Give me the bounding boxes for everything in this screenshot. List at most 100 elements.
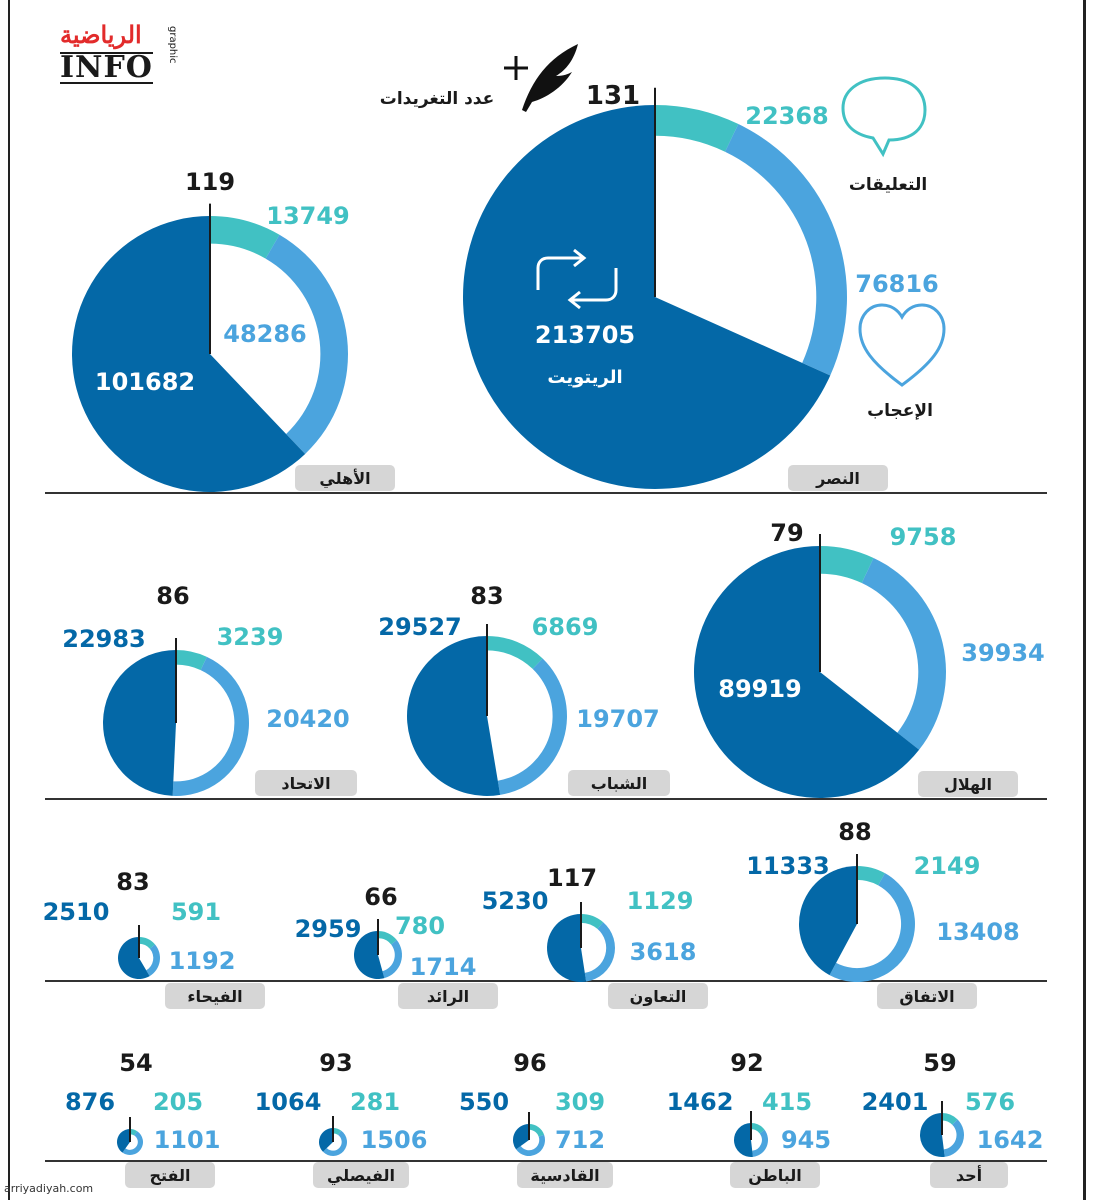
- club-5-club-name: الاتحاد: [281, 774, 330, 793]
- club-12-label-tab: [517, 1162, 613, 1188]
- club-9-tweets-value: 83: [116, 868, 149, 896]
- club-6-comments-value: 2149: [914, 852, 981, 880]
- club-5-comments-value: 3239: [217, 623, 284, 651]
- club-3-retweets-slice: [694, 546, 920, 798]
- club-6-retweets-value: 11333: [746, 852, 830, 880]
- club-14-tweets-value: 54: [119, 1049, 152, 1077]
- club-14-retweets-slice: [117, 1129, 130, 1153]
- right-border-line: [1083, 0, 1086, 1200]
- club-1-label-tab: [788, 465, 888, 491]
- brand-logo: الرياضية INFO graphic: [52, 18, 194, 88]
- club-1-retweets-slice: [463, 105, 831, 490]
- brand-info: INFO: [60, 50, 153, 85]
- club-12-retweets-slice: [513, 1124, 529, 1150]
- club-9-retweets-value: 2510: [43, 898, 110, 926]
- legend-likes-label: الإعجاب: [867, 401, 933, 421]
- club-4-retweets-value: 29527: [378, 613, 462, 641]
- club-11-likes-value: 945: [781, 1126, 831, 1154]
- club-1-comments-value: 22368: [745, 102, 829, 130]
- club-7-retweets-slice: [547, 914, 587, 982]
- club-8-tweets-value: 66: [364, 883, 397, 911]
- club-4-club-name: الشباب: [591, 774, 647, 793]
- club-7-comments-value: 1129: [627, 887, 694, 915]
- club-2-comments-value: 13749: [266, 202, 350, 230]
- club-14-label-tab: [125, 1162, 215, 1188]
- speech-bubble-icon: [841, 76, 927, 158]
- row-separator-4: [45, 1160, 1047, 1162]
- club-1-likes-value: 76816: [855, 270, 939, 298]
- club-3-likes-value: 39934: [961, 639, 1045, 667]
- club-3-label-tab: [918, 771, 1018, 797]
- club-14-likes-value: 1101: [154, 1126, 221, 1154]
- club-12-retweets-value: 550: [459, 1088, 509, 1116]
- club-7-comments-slice: [581, 914, 604, 929]
- club-13-retweets-value: 1064: [255, 1088, 322, 1116]
- club-10-comments-value: 576: [965, 1088, 1015, 1116]
- club-7-label-tab: [608, 983, 708, 1009]
- club-6-likes-slice: [829, 873, 915, 982]
- club-1-club-name: النصر: [815, 469, 860, 488]
- club-12-likes-value: 712: [555, 1126, 605, 1154]
- club-4-comments-slice: [487, 636, 543, 669]
- club-10-comments-slice: [942, 1113, 958, 1125]
- club-12-comments-slice: [529, 1124, 545, 1137]
- club-9-label-tab: [165, 983, 265, 1009]
- club-8-label-tab: [398, 983, 498, 1009]
- club-6-label-tab: [877, 983, 977, 1009]
- club-9-comments-value: 591: [171, 898, 221, 926]
- club-11-retweets-value: 1462: [667, 1088, 734, 1116]
- club-8-club-name: الرائد: [427, 987, 469, 1006]
- club-5-likes-value: 20420: [266, 705, 350, 733]
- pen-icon: [522, 44, 578, 112]
- club-13-tweets-value: 93: [319, 1049, 352, 1077]
- club-2-retweets-value: 101682: [95, 368, 195, 396]
- club-6-tweets-value: 88: [838, 818, 871, 846]
- club-8-comments-slice: [378, 931, 397, 945]
- footer-url: arriyadiyah.com: [4, 1182, 94, 1195]
- club-11-label-tab: [730, 1162, 820, 1188]
- club-10-likes-slice: [943, 1119, 964, 1157]
- left-border-line: [8, 0, 10, 1200]
- row-separator-2: [45, 798, 1047, 800]
- row-separator-3: [45, 980, 1047, 982]
- club-4-likes-value: 19707: [576, 705, 660, 733]
- club-13-label-tab: [313, 1162, 409, 1188]
- club-2-club-name: الأهلي: [319, 469, 370, 489]
- club-11-tweets-value: 92: [730, 1049, 763, 1077]
- plus-icon: [504, 56, 528, 80]
- club-4-label-tab: [568, 770, 670, 796]
- legend-comments-label: التعليقات: [849, 175, 927, 195]
- retweet-icon: [536, 248, 618, 310]
- club-9-likes-value: 1192: [169, 947, 236, 975]
- club-3-comments-slice: [820, 546, 874, 584]
- club-12-comments-value: 309: [555, 1088, 605, 1116]
- club-7-likes-slice: [584, 922, 615, 982]
- club-8-likes-value: 1714: [410, 953, 477, 981]
- club-4-tweets-value: 83: [470, 582, 503, 610]
- club-2-retweets-slice: [72, 216, 306, 492]
- heart-icon: [858, 303, 946, 387]
- row-separator-1: [45, 492, 1047, 494]
- club-12-likes-slice: [516, 1134, 545, 1156]
- club-11-likes-slice: [752, 1129, 768, 1157]
- club-2-likes-value: 48286: [223, 320, 307, 348]
- club-1-retweets-value: 213705: [535, 321, 635, 349]
- club-10-club-name: أحد: [956, 1165, 982, 1185]
- club-11-retweets-slice: [734, 1123, 753, 1157]
- club-2-tweets-value: 119: [185, 168, 235, 196]
- club-8-retweets-slice: [353, 931, 385, 980]
- club-7-club-name: التعاون: [630, 987, 687, 1006]
- club-3-tweets-value: 79: [770, 519, 803, 547]
- club-5-retweets-slice: [103, 650, 176, 796]
- club-1-comments-slice: [655, 105, 739, 152]
- club-5-tweets-value: 86: [156, 582, 189, 610]
- club-14-club-name: الفتح: [149, 1166, 190, 1185]
- club-13-comments-value: 281: [350, 1088, 400, 1116]
- club-6-comments-slice: [857, 866, 885, 886]
- club-11-club-name: الباطن: [748, 1166, 802, 1185]
- club-3-likes-slice: [861, 557, 946, 750]
- club-5-retweets-value: 22983: [62, 625, 146, 653]
- club-3-retweets-value: 89919: [718, 675, 802, 703]
- club-4-comments-value: 6869: [532, 613, 599, 641]
